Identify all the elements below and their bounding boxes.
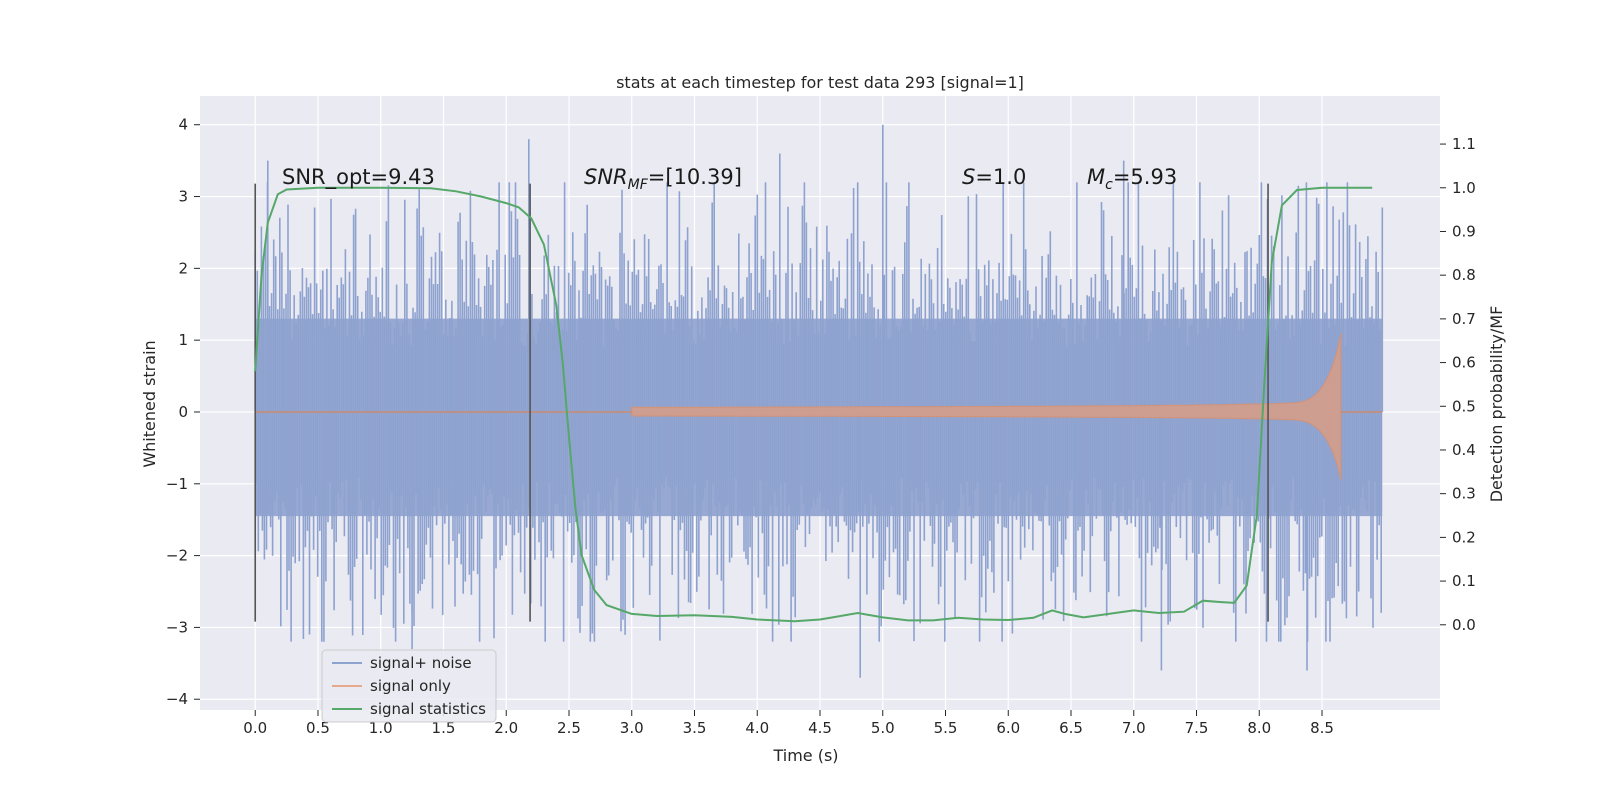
x-tick-label-16: 8.0 [1247,719,1271,737]
x-tick-label-3: 1.5 [432,719,456,737]
x-tick-label-6: 3.0 [620,719,644,737]
annotation-snr-mf-base: SNR [584,165,628,189]
yl-tick-label-8: −4 [166,690,188,708]
yr-tick-label-7: 0.4 [1452,441,1476,459]
x-tick-label-11: 5.5 [934,719,958,737]
y-right-axis-ticks: 1.1 1.0 0.9 0.8 0.7 0.6 0.5 0.4 0.3 0.2 0.1 0.0 [1440,135,1476,634]
yr-tick-label-1: 1.0 [1452,179,1476,197]
chart-title: stats at each timestep for test data 293… [616,73,1024,92]
yr-tick-label-6: 0.5 [1452,397,1476,415]
series-signal-statistics [254,186,1373,623]
yl-tick-label-4: 0 [178,403,188,421]
x-tick-label-10: 5.0 [871,719,895,737]
y-left-axis-ticks: 4 3 2 1 0 −1 −2 −3 −4 [166,116,200,708]
yr-tick-label-5: 0.6 [1452,354,1476,372]
x-tick-label-1: 0.5 [306,719,330,737]
x-axis-label: Time (s) [772,746,838,765]
x-tick-label-4: 2.0 [494,719,518,737]
yr-tick-label-4: 0.7 [1452,310,1476,328]
annotation-s-symbol: S [962,165,975,189]
x-tick-label-17: 8.5 [1310,719,1334,737]
yl-tick-label-2: 2 [178,259,188,277]
yl-tick-label-1: 3 [178,188,188,206]
annotation-snr-mf-sub: MF [628,177,649,193]
x-tick-label-14: 7.0 [1122,719,1146,737]
x-tick-label-5: 2.5 [557,719,581,737]
y-right-axis-label: Detection probability/MF [1487,306,1506,503]
yr-tick-label-2: 0.9 [1452,222,1476,240]
legend-label-signal-only: signal only [370,677,451,695]
annotation-mc-sub: c [1105,177,1113,193]
yr-tick-label-3: 0.8 [1452,266,1476,284]
series-signal-only [631,332,1342,481]
yl-tick-label-5: −1 [166,475,188,493]
x-tick-label-12: 6.0 [996,719,1020,737]
yr-tick-label-8: 0.3 [1452,485,1476,503]
yr-tick-label-0: 1.1 [1452,135,1476,153]
yr-tick-label-9: 0.2 [1452,528,1476,546]
x-tick-label-2: 1.0 [369,719,393,737]
annotation-snr-mf-value: =[10.39] [648,165,742,189]
x-axis-ticks: 0.0 0.5 1.0 1.5 2.0 2.5 3.0 3.5 4.0 4.5 5.0 5.5 6.0 6… [243,710,1334,737]
legend: signal+ noise signal only signal statist… [321,649,497,723]
yl-tick-label-6: −2 [166,547,188,565]
annotation-s-value: =1.0 [975,165,1026,189]
yl-tick-label-7: −3 [166,618,188,636]
legend-box [321,649,497,723]
yl-tick-label-3: 1 [178,331,188,349]
annotation-mc-value: =5.93 [1113,165,1177,189]
y-left-axis-label: Whitened strain [140,340,159,467]
annotation-mc: Mc=5.93 [1087,165,1177,193]
x-tick-label-7: 3.5 [683,719,707,737]
annotation-mc-symbol: M [1087,165,1105,189]
annotation-s: S=1.0 [962,165,1026,189]
annotation-snr-opt: SNR_opt=9.43 [282,165,435,190]
x-tick-label-15: 7.5 [1185,719,1209,737]
annotation-snr-mf: SNRMF=[10.39] [584,165,742,193]
x-tick-label-13: 6.5 [1059,719,1083,737]
x-tick-label-8: 4.0 [745,719,769,737]
legend-label-signal-statistics: signal statistics [370,700,486,718]
vertical-markers [254,183,1269,622]
yr-tick-label-10: 0.1 [1452,572,1476,590]
legend-label-signal-noise: signal+ noise [370,654,472,672]
x-tick-label-9: 4.5 [808,719,832,737]
yr-tick-label-11: 0.0 [1452,616,1476,634]
yl-tick-label-0: 4 [178,116,188,134]
x-tick-label-0: 0.0 [243,719,267,737]
